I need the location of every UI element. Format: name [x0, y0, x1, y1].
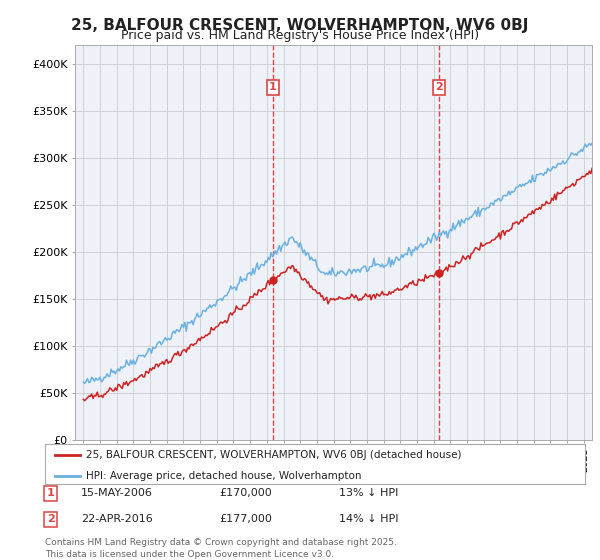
- Text: 13% ↓ HPI: 13% ↓ HPI: [339, 488, 398, 498]
- Text: 2: 2: [47, 514, 55, 524]
- Text: 14% ↓ HPI: 14% ↓ HPI: [339, 514, 398, 524]
- Text: Price paid vs. HM Land Registry's House Price Index (HPI): Price paid vs. HM Land Registry's House …: [121, 29, 479, 42]
- Text: Contains HM Land Registry data © Crown copyright and database right 2025.
This d: Contains HM Land Registry data © Crown c…: [45, 538, 397, 559]
- Text: 15-MAY-2006: 15-MAY-2006: [81, 488, 153, 498]
- Text: 25, BALFOUR CRESCENT, WOLVERHAMPTON, WV6 0BJ: 25, BALFOUR CRESCENT, WOLVERHAMPTON, WV6…: [71, 18, 529, 33]
- Text: 1: 1: [47, 488, 55, 498]
- Text: 25, BALFOUR CRESCENT, WOLVERHAMPTON, WV6 0BJ (detached house): 25, BALFOUR CRESCENT, WOLVERHAMPTON, WV6…: [86, 450, 461, 460]
- Text: £170,000: £170,000: [219, 488, 272, 498]
- Text: HPI: Average price, detached house, Wolverhampton: HPI: Average price, detached house, Wolv…: [86, 470, 361, 480]
- Text: 2: 2: [435, 82, 443, 92]
- Text: 22-APR-2016: 22-APR-2016: [81, 514, 153, 524]
- Text: £177,000: £177,000: [219, 514, 272, 524]
- Text: 1: 1: [269, 82, 277, 92]
